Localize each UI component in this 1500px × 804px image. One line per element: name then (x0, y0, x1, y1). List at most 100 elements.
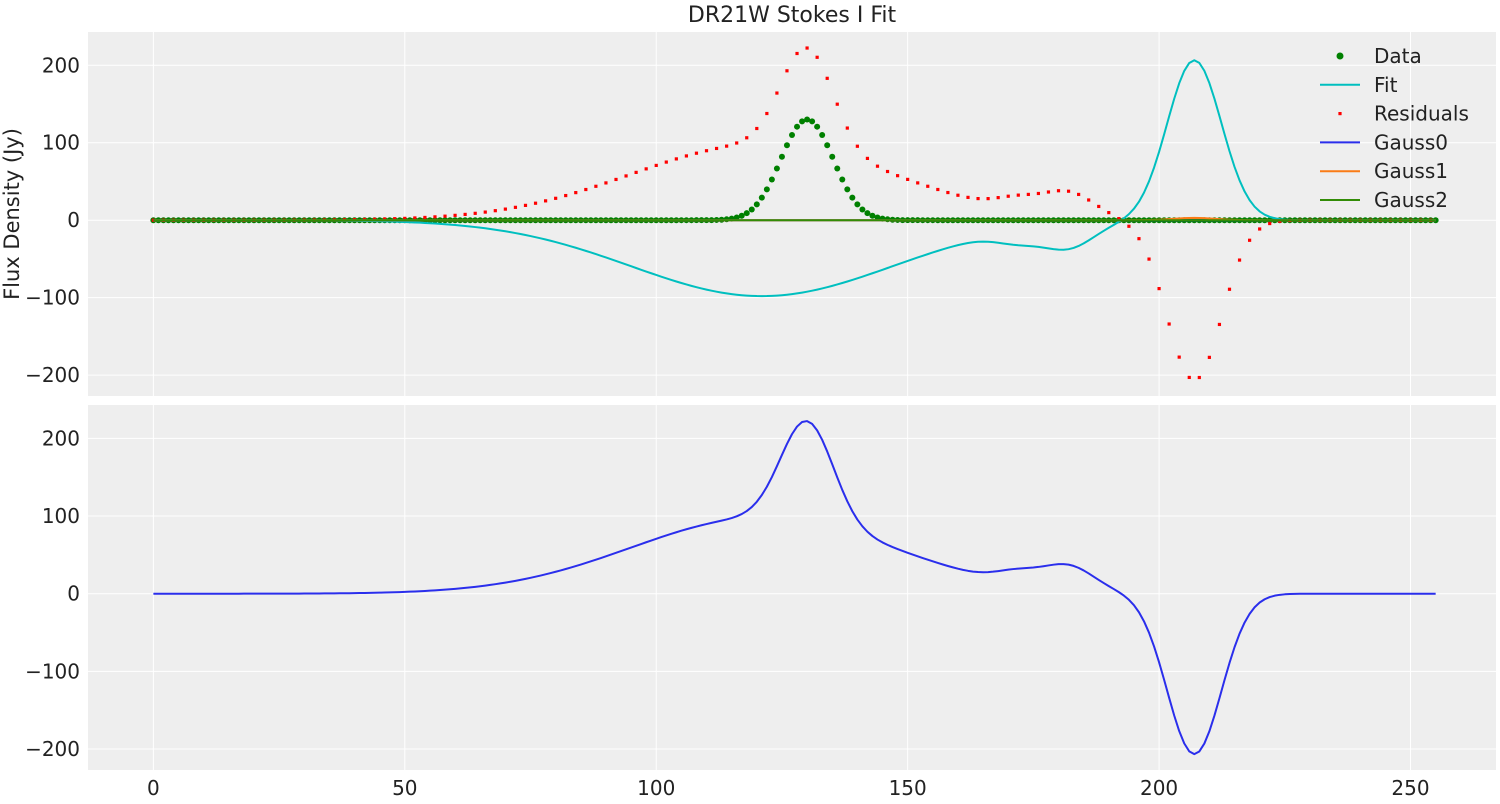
residual-point (1016, 193, 1020, 197)
data-point (859, 206, 866, 213)
residual-point (403, 216, 407, 220)
residual-point (765, 111, 769, 116)
residual-point (473, 211, 477, 215)
residual-point (533, 201, 538, 205)
data-point (854, 201, 861, 208)
data-point (849, 194, 856, 201)
y-tick-label: −200 (25, 363, 80, 387)
residual-point (493, 209, 497, 213)
legend-swatch (1336, 52, 1344, 60)
residual-point (1207, 355, 1211, 359)
residual-point (976, 196, 980, 201)
residual-point (584, 187, 588, 192)
y-tick-label: 0 (67, 208, 80, 232)
residual-point (1157, 287, 1161, 291)
data-point (768, 176, 775, 183)
data-point (839, 176, 846, 183)
x-tick-label: 150 (889, 776, 927, 800)
residual-point (896, 174, 900, 178)
data-point (748, 206, 755, 213)
y-tick-label: 100 (42, 131, 80, 155)
y-tick-label: 200 (42, 426, 80, 450)
legend-label: Gauss1 (1374, 159, 1448, 183)
residual-point (755, 126, 759, 131)
y-tick-labels: −200 −100 0 100 200 (25, 426, 80, 761)
residual-point (714, 146, 719, 151)
residual-point (725, 144, 729, 148)
series-line-0 (153, 420, 1436, 756)
residual-point (1237, 258, 1242, 262)
y-tick-label: 100 (42, 504, 80, 528)
residual-point (835, 102, 839, 106)
data-point (783, 142, 790, 149)
data-point (864, 210, 871, 217)
residual-point (644, 167, 648, 171)
residual-point (1107, 211, 1111, 215)
residual-point (1056, 189, 1061, 193)
residual-point (664, 160, 668, 164)
x-tick-label: 250 (1391, 776, 1429, 800)
residual-point (815, 55, 819, 59)
residual-point (1197, 375, 1201, 380)
x-tick-label: 100 (637, 776, 675, 800)
series-line (153, 420, 1436, 756)
y-tick-label: −100 (25, 659, 80, 683)
residual-point (624, 174, 628, 178)
residual-point (443, 214, 447, 218)
residual-point (946, 190, 950, 195)
residual-point (825, 76, 829, 80)
data-point (829, 153, 836, 160)
residual-point (986, 197, 990, 201)
x-tick-label: 200 (1140, 776, 1178, 800)
residual-point (916, 181, 920, 185)
data-point (743, 210, 750, 217)
residual-point (604, 181, 608, 185)
residual-point (704, 149, 709, 153)
residual-point (393, 217, 397, 221)
residual-point (795, 51, 799, 56)
residual-point (1117, 217, 1121, 221)
residual-point (1026, 192, 1030, 197)
x-tick-label: 50 (392, 776, 417, 800)
y-axis-label: Flux Density (Jy) (0, 128, 24, 300)
residual-point (544, 199, 548, 203)
residual-point (785, 69, 789, 73)
data-point (799, 118, 806, 125)
data-point (819, 131, 826, 138)
data-point (834, 165, 841, 172)
residual-point (1036, 191, 1040, 196)
residual-point (453, 213, 457, 217)
legend-item: Gauss2 (1320, 188, 1448, 212)
residual-point (926, 184, 930, 188)
residual-point (1177, 355, 1181, 359)
data-point (758, 194, 765, 201)
legend-label: Fit (1374, 73, 1398, 97)
residual-point (1097, 204, 1101, 209)
data-point (753, 201, 760, 208)
data-point (733, 214, 740, 221)
legend-label: Residuals (1374, 102, 1469, 126)
residual-point (513, 205, 518, 209)
y-tick-label: −200 (25, 737, 80, 761)
residual-point (634, 170, 638, 174)
legend-label: Gauss2 (1374, 188, 1448, 212)
legend-item: Residuals (1338, 102, 1469, 126)
data-point (824, 142, 831, 149)
residual-point (1268, 221, 1272, 226)
residual-point (594, 184, 598, 188)
residual-point (1147, 257, 1151, 261)
legend-item: Fit (1320, 73, 1398, 97)
y-tick-label: 0 (67, 582, 80, 606)
residual-point (865, 156, 870, 160)
data-point (869, 212, 876, 219)
residual-point (745, 136, 749, 140)
residual-point (1137, 237, 1141, 241)
legend: Data Fit Residuals Gauss0 Gauss1 Gauss2 (1320, 44, 1469, 212)
data-point (794, 123, 801, 130)
residual-point (483, 210, 487, 214)
x-tick-labels: 0 50 100 150 200 250 (147, 776, 1430, 800)
data-point (874, 214, 881, 221)
residual-point (614, 177, 618, 182)
residual-point (1167, 322, 1171, 326)
